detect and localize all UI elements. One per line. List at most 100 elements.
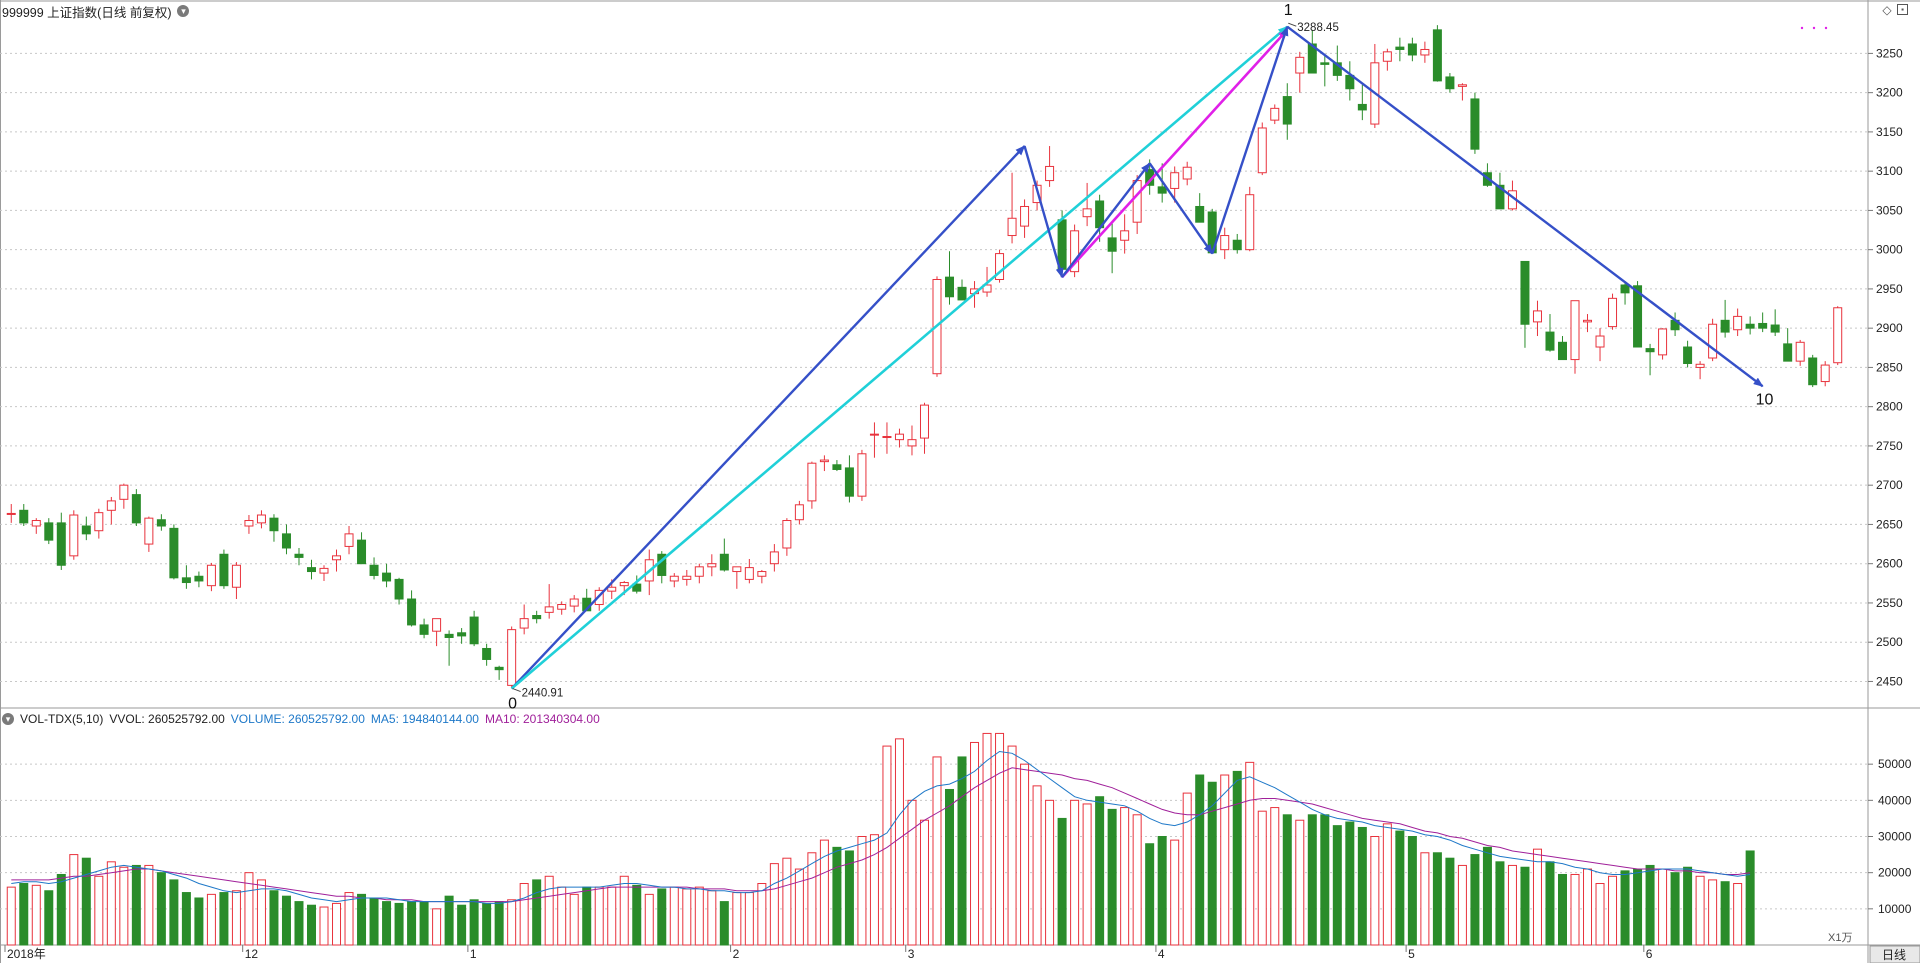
volume-bar bbox=[1695, 875, 1705, 946]
candle bbox=[682, 569, 692, 586]
volume-bar bbox=[1120, 807, 1130, 946]
candle-body bbox=[1520, 260, 1530, 325]
candle bbox=[569, 595, 579, 613]
candle-body bbox=[1683, 346, 1693, 364]
candle-body bbox=[1745, 323, 1755, 329]
candle bbox=[81, 516, 91, 541]
candle bbox=[794, 500, 804, 525]
candle bbox=[1808, 354, 1818, 388]
candle bbox=[919, 402, 929, 454]
vol-tick-label: 40000 bbox=[1878, 793, 1912, 807]
volume-bar bbox=[1670, 872, 1680, 946]
candle bbox=[732, 566, 742, 589]
candle bbox=[106, 496, 116, 525]
candle-body bbox=[1633, 285, 1643, 348]
volume-bar bbox=[81, 857, 91, 946]
volume-bar bbox=[532, 879, 542, 946]
candle bbox=[294, 547, 304, 566]
candle bbox=[557, 601, 567, 615]
volume-bar bbox=[932, 756, 942, 946]
candle-body bbox=[1195, 205, 1205, 223]
candle-body bbox=[382, 572, 392, 582]
dropdown-icon[interactable]: ▾ bbox=[177, 5, 190, 17]
price-tick-label: 2700 bbox=[1876, 478, 1903, 492]
candle bbox=[69, 510, 79, 560]
candle-body bbox=[1020, 205, 1030, 227]
volume-bar bbox=[181, 892, 191, 946]
candle-body bbox=[1470, 98, 1480, 150]
volume-bar bbox=[332, 902, 342, 946]
candle-body bbox=[419, 624, 429, 635]
volume-bar bbox=[69, 854, 79, 946]
candle-body bbox=[732, 566, 742, 573]
window-icon[interactable]: ▪ bbox=[1897, 4, 1908, 15]
volume-bar bbox=[594, 886, 604, 946]
candle-body bbox=[1820, 364, 1830, 383]
candle bbox=[31, 518, 41, 534]
candle bbox=[306, 559, 316, 580]
volume-bar bbox=[1658, 868, 1668, 946]
volume-bar bbox=[1107, 808, 1117, 946]
volume-bar bbox=[1445, 857, 1455, 946]
volume-bar bbox=[256, 879, 266, 946]
candle bbox=[507, 626, 517, 689]
volume-bar bbox=[995, 732, 1005, 946]
candle bbox=[169, 524, 179, 580]
ma10-line bbox=[11, 767, 1751, 903]
candle-body bbox=[832, 464, 842, 470]
price-tick-label: 2950 bbox=[1876, 282, 1903, 296]
volume-bar bbox=[1182, 792, 1192, 946]
candle-body bbox=[694, 566, 704, 577]
period-button[interactable] bbox=[1869, 945, 1920, 963]
candle bbox=[256, 510, 266, 529]
volume-text: VOLUME: 260525792.00 bbox=[230, 712, 365, 726]
volume-bar bbox=[732, 892, 742, 946]
diamond-icon[interactable]: ◇ bbox=[1882, 3, 1892, 17]
candle bbox=[844, 455, 854, 503]
volume-bar bbox=[882, 745, 892, 946]
candle-body bbox=[1257, 127, 1267, 174]
volume-bar bbox=[1145, 843, 1155, 946]
candle-body bbox=[306, 567, 316, 573]
volume-bar bbox=[494, 901, 504, 946]
candle bbox=[1295, 51, 1305, 93]
candle-body bbox=[844, 467, 854, 497]
dropdown-icon[interactable]: ▾ bbox=[2, 713, 14, 725]
trend-arrow bbox=[510, 25, 1289, 690]
candle-body bbox=[707, 563, 717, 568]
candle-body bbox=[1532, 310, 1542, 323]
candle bbox=[1833, 306, 1843, 366]
candle-body bbox=[569, 598, 579, 607]
candle bbox=[807, 461, 817, 509]
candle bbox=[694, 563, 704, 584]
candle-body bbox=[519, 618, 529, 629]
candle bbox=[156, 514, 166, 531]
period-button-label[interactable]: 日线 bbox=[1882, 948, 1906, 962]
candle-body bbox=[1045, 165, 1055, 182]
candle bbox=[407, 590, 417, 627]
candle-body bbox=[1007, 217, 1017, 237]
candle-body bbox=[369, 564, 379, 576]
candle bbox=[1495, 172, 1505, 210]
candle-body bbox=[1282, 96, 1292, 125]
date-tick-label: 6 bbox=[1646, 947, 1653, 961]
volume-bar bbox=[657, 888, 667, 946]
candle-body bbox=[181, 577, 191, 584]
candle bbox=[1620, 281, 1630, 305]
volume-bar bbox=[319, 906, 329, 946]
candle-body bbox=[457, 632, 467, 637]
price-tick-label: 3200 bbox=[1876, 86, 1903, 100]
volume-bar bbox=[1032, 785, 1042, 946]
candle bbox=[1745, 316, 1755, 335]
candle-body bbox=[682, 575, 692, 580]
candle bbox=[457, 628, 467, 644]
candle bbox=[1320, 54, 1330, 87]
trend-arrow bbox=[1148, 162, 1214, 255]
vvol-text: VVOL: 260525792.00 bbox=[109, 712, 225, 726]
volume-bar bbox=[719, 901, 729, 946]
candle-body bbox=[256, 514, 266, 524]
price-tick-label: 3150 bbox=[1876, 125, 1903, 139]
volume-bar bbox=[231, 890, 241, 946]
